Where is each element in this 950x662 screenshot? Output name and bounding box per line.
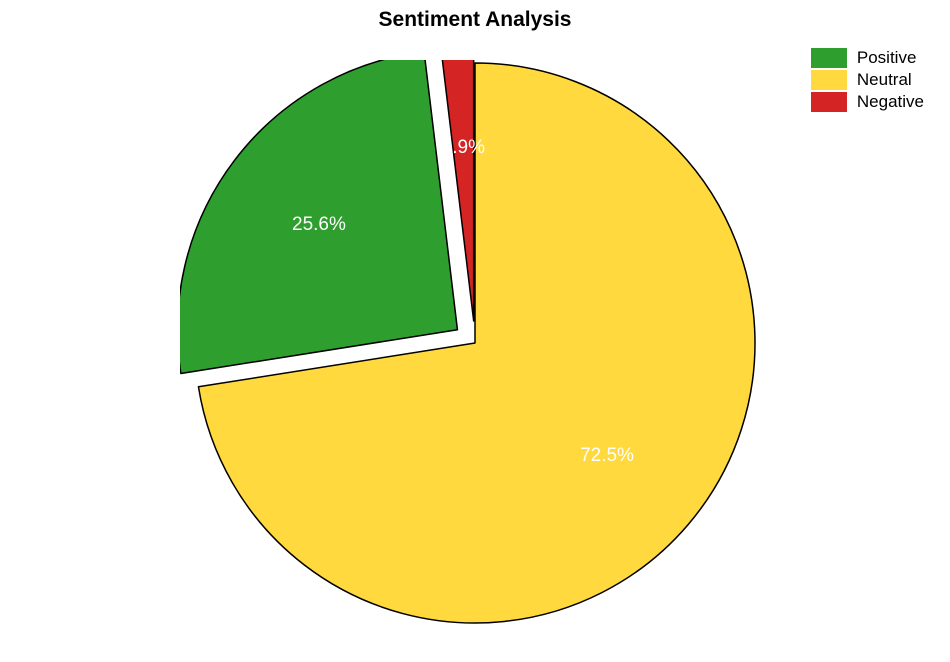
sentiment-chart-container: Sentiment Analysis 72.5% 25.6% 1.9% Positi… [0,0,950,662]
chart-title: Sentiment Analysis [0,8,950,32]
chart-legend: PositiveNeutralNegative [811,48,924,114]
slice-label-neutral: 72.5% [580,445,634,466]
legend-label: Neutral [857,70,912,90]
legend-item-negative: Negative [811,92,924,112]
legend-item-positive: Positive [811,48,924,68]
legend-label: Positive [857,48,917,68]
legend-item-neutral: Neutral [811,70,924,90]
slice-label-negative: 1.9% [442,137,485,158]
legend-swatch [811,70,847,90]
legend-swatch [811,92,847,112]
legend-label: Negative [857,92,924,112]
legend-swatch [811,48,847,68]
pie-chart: 72.5% 25.6% 1.9% [180,60,770,650]
slice-label-positive: 25.6% [292,214,346,235]
